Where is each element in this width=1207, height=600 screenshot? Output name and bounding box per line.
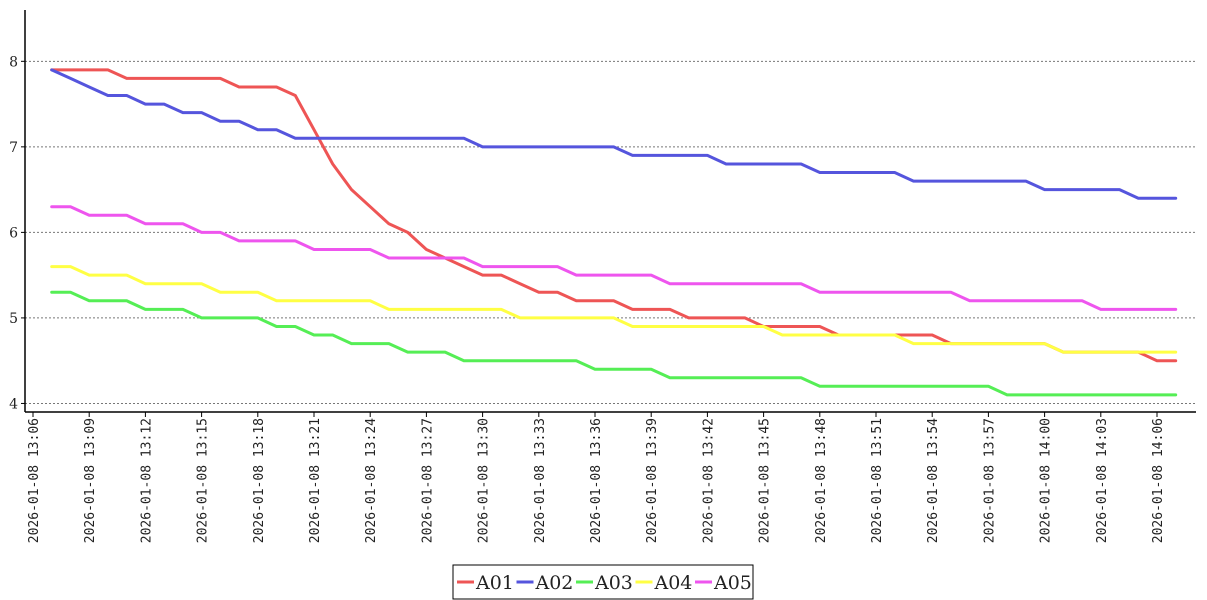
y-tick-label: 7	[9, 140, 18, 156]
x-tick-label: 2026-01-08 13:51	[870, 418, 885, 543]
x-tick-label: 2026-01-08 13:06	[27, 418, 42, 543]
x-tick-label: 2026-01-08 13:39	[645, 418, 660, 543]
x-tick-label: 2026-01-08 14:03	[1095, 418, 1110, 543]
x-tick-label: 2026-01-08 13:24	[364, 418, 379, 543]
x-tick-label: 2026-01-08 13:54	[926, 418, 941, 543]
axes: 4 5 6 7 8 2026-01-08 13:06 2026-01-08 13:09 202…	[9, 10, 1196, 543]
y-tick-label: 5	[9, 311, 18, 327]
y-tick-label: 6	[9, 225, 18, 241]
x-tick-label: 2026-01-08 13:42	[701, 418, 716, 543]
x-tick-label: 2026-01-08 13:09	[83, 418, 98, 543]
y-tick-label: 8	[9, 54, 18, 70]
series-line-a04	[50, 265, 1178, 354]
series-group	[50, 68, 1178, 397]
x-tick-label: 2026-01-08 14:06	[1151, 418, 1166, 543]
legend: A01 A02 A03 A04 A05	[452, 564, 754, 600]
x-tick-label: 2026-01-08 13:21	[308, 418, 323, 543]
x-tick-label: 2026-01-08 13:27	[420, 418, 435, 543]
x-tick-label: 2026-01-08 13:18	[252, 418, 267, 543]
x-tick-label: 2026-01-08 13:33	[533, 418, 548, 543]
x-tick-label: 2026-01-08 13:57	[982, 418, 997, 543]
x-tick-label: 2026-01-08 13:15	[196, 418, 211, 543]
legend-label-a01: A01	[475, 572, 514, 594]
x-tick-label: 2026-01-08 14:00	[1039, 418, 1054, 543]
y-tick-label: 4	[9, 396, 18, 412]
series-line-a02	[50, 68, 1178, 200]
x-tick-label: 2026-01-08 13:36	[589, 418, 604, 543]
series-line-a03	[50, 290, 1178, 397]
legend-label-a02: A02	[535, 572, 574, 594]
legend-label-a05: A05	[713, 572, 752, 594]
series-line-a05	[50, 205, 1178, 311]
x-tick-label: 2026-01-08 13:48	[814, 418, 829, 543]
x-tick-label: 2026-01-08 13:45	[758, 418, 773, 543]
x-tick-label: 2026-01-08 13:12	[139, 418, 154, 543]
x-tick-label: 2026-01-08 13:30	[477, 418, 492, 543]
legend-label-a03: A03	[594, 572, 633, 594]
legend-label-a04: A04	[654, 572, 693, 594]
